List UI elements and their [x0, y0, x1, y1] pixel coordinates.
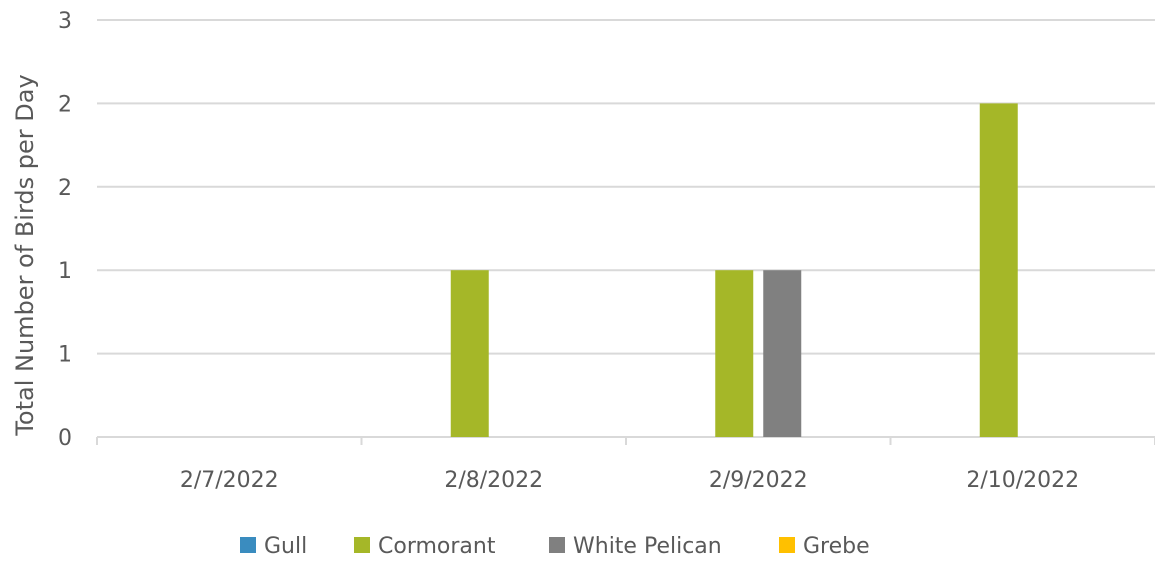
- y-tick-label: 0: [58, 426, 72, 451]
- legend-label: White Pelican: [573, 534, 722, 559]
- x-axis-tick-labels: 2/7/2022 2/8/2022 2/9/2022 2/10/2022: [180, 468, 1079, 493]
- bar-cormorant: [715, 270, 754, 437]
- legend-swatch: [240, 537, 256, 553]
- x-tick-label: 2/10/2022: [966, 468, 1079, 493]
- y-tick-label: 1: [58, 343, 72, 368]
- y-axis-title: Total Number of Birds per Day: [11, 74, 39, 436]
- bars: [450, 103, 1018, 438]
- legend-swatch: [354, 537, 370, 553]
- y-tick-label: 2: [58, 92, 72, 117]
- x-tick-label: 2/7/2022: [180, 468, 279, 493]
- bar-cormorant: [979, 103, 1018, 438]
- legend-label: Cormorant: [378, 534, 496, 559]
- y-axis-tick-labels: 0 1 1 2 2 3: [58, 9, 72, 451]
- bar-cormorant: [450, 270, 489, 437]
- legend-swatch: [549, 537, 565, 553]
- legend-swatch: [779, 537, 795, 553]
- legend-label: Gull: [264, 534, 307, 559]
- bar-white-pelican: [763, 270, 802, 437]
- x-tick-label: 2/9/2022: [709, 468, 808, 493]
- legend: Gull Cormorant White Pelican Grebe: [240, 534, 870, 559]
- y-tick-label: 1: [58, 259, 72, 284]
- y-tick-label: 2: [58, 176, 72, 201]
- y-tick-label: 3: [58, 9, 72, 34]
- x-tick-label: 2/8/2022: [444, 468, 543, 493]
- legend-label: Grebe: [803, 534, 870, 559]
- gridlines: [96, 19, 1155, 445]
